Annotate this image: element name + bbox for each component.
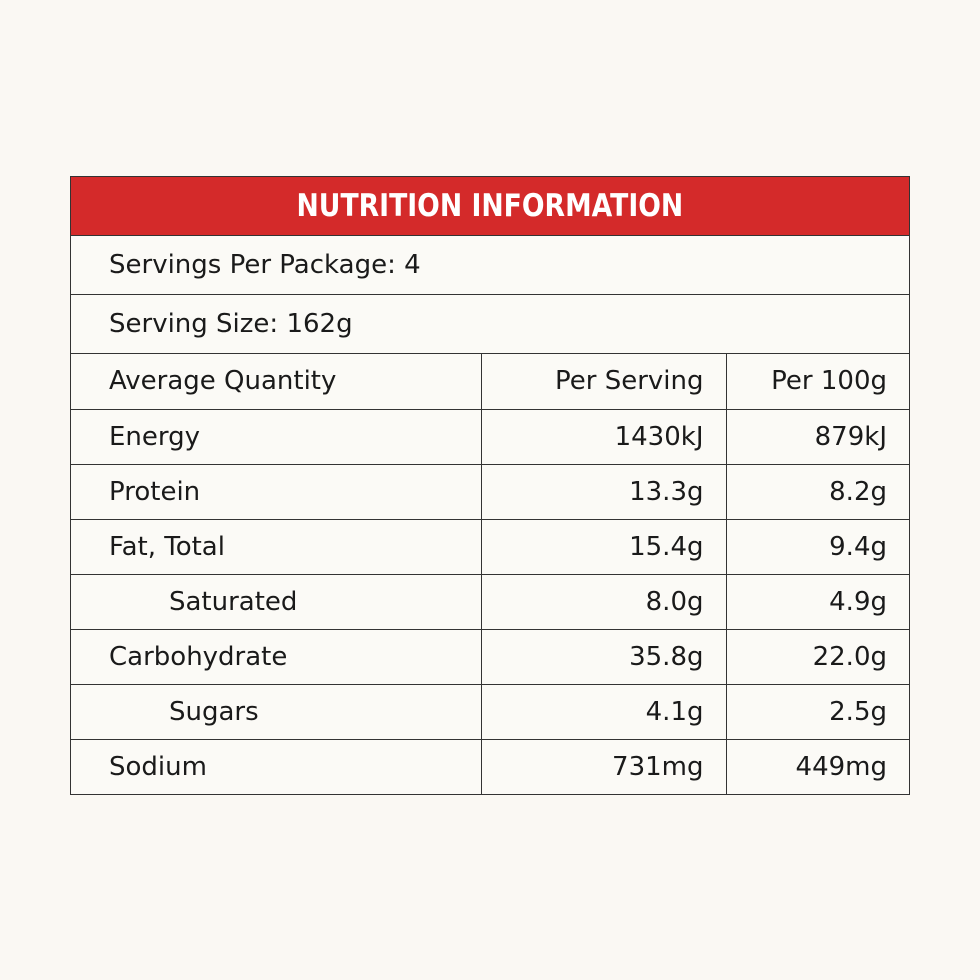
per-serving-value: 35.8g [480,628,726,684]
servings-per-package: Servings Per Package: 4 [71,236,909,295]
per-serving-value: 8.0g [480,573,726,629]
header-per-100g: Per 100g [725,354,909,409]
panel-title-text: NUTRITION INFORMATION [296,188,684,224]
nutrient-name: Sodium [71,738,481,794]
nutrient-name: Energy [71,408,481,464]
per-serving-value: 15.4g [480,518,726,574]
table-row: Protein 13.3g 8.2g [71,463,909,519]
per-serving-value: 4.1g [480,683,726,739]
table-row: Saturated 8.0g 4.9g [71,573,909,629]
per-100g-value: 449mg [725,738,909,794]
per-100g-value: 9.4g [725,518,909,574]
table-row: Fat, Total 15.4g 9.4g [71,518,909,574]
table-row: Energy 1430kJ 879kJ [71,408,909,464]
per-serving-value: 731mg [480,738,726,794]
nutrition-table: Average Quantity Per Serving Per 100g En… [71,354,909,794]
table-row: Sugars 4.1g 2.5g [71,683,909,739]
nutrient-name: Fat, Total [71,518,481,574]
header-per-serving: Per Serving [480,354,726,409]
per-100g-value: 22.0g [725,628,909,684]
table-header-row: Average Quantity Per Serving Per 100g [71,354,909,409]
serving-size: Serving Size: 162g [71,295,909,354]
per-serving-value: 13.3g [480,463,726,519]
per-serving-value: 1430kJ [480,408,726,464]
panel-title: NUTRITION INFORMATION [71,177,909,236]
table-row: Carbohydrate 35.8g 22.0g [71,628,909,684]
nutrient-name: Saturated [71,573,481,629]
per-100g-value: 8.2g [725,463,909,519]
per-100g-value: 879kJ [725,408,909,464]
per-100g-value: 2.5g [725,683,909,739]
header-average-quantity: Average Quantity [109,366,337,397]
nutrition-panel: NUTRITION INFORMATION Servings Per Packa… [70,176,910,795]
table-row: Sodium 731mg 449mg [71,738,909,794]
per-100g-value: 4.9g [725,573,909,629]
nutrient-name: Carbohydrate [71,628,481,684]
nutrient-name: Sugars [71,683,481,739]
nutrient-name: Protein [71,463,481,519]
